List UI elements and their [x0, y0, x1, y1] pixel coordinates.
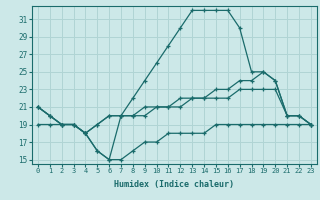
- X-axis label: Humidex (Indice chaleur): Humidex (Indice chaleur): [115, 180, 234, 189]
